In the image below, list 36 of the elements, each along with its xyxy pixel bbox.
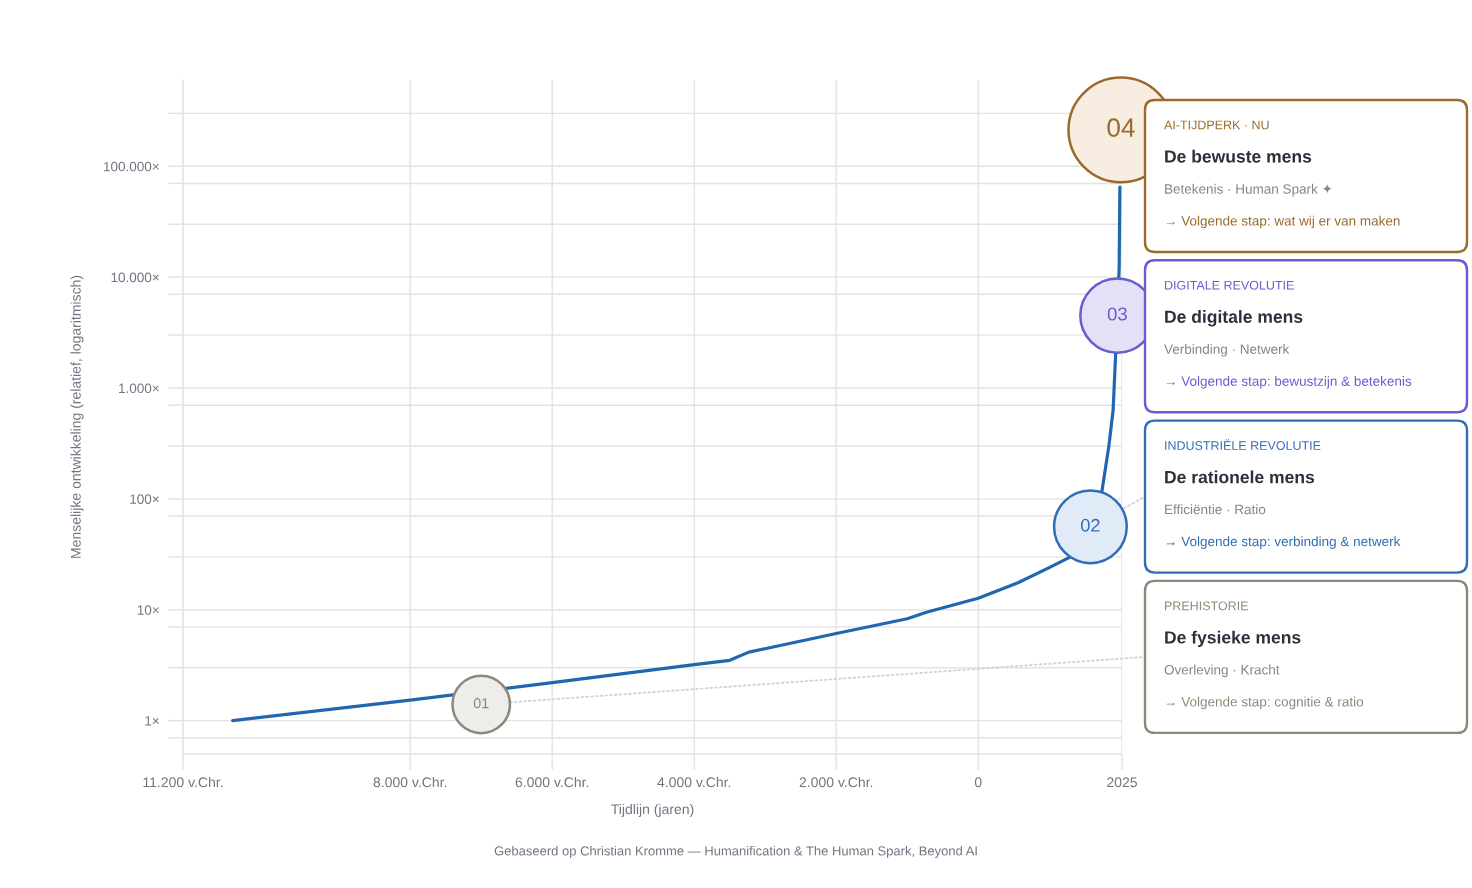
text: Overleving · Kracht (1164, 664, 1280, 678)
text: DIGITALE REVOLUTIE (1165, 280, 1294, 290)
text: AI-TIJDPERK · NU (1164, 120, 1269, 130)
x-tick-label: 6.000 v.Chr. (515, 776, 589, 788)
x-axis-title: Tijdlijn (jaren) (611, 803, 694, 817)
y-tick-label: 1× (145, 716, 159, 726)
text: INDUSTRIËLE REVOLUTIE (1165, 439, 1321, 450)
x-tick-label: 2025 (1107, 777, 1137, 788)
text: → Volgende stap: verbinding & netwerk (1166, 536, 1401, 549)
y-axis-title: Menselijke ontwikkeling (relatief, logaritmisch) (70, 275, 84, 558)
text: De rationele mens (1165, 470, 1315, 484)
text: De digitale mens (1165, 310, 1303, 327)
y-tick-label: 10× (137, 605, 159, 615)
text: Betekenis · Human Spark ✦ (1165, 183, 1333, 197)
x-tick-label: 2.000 v.Chr. (799, 776, 873, 788)
text: De bewuste mens (1165, 149, 1312, 163)
text: De fysieke mens (1165, 630, 1301, 648)
text: → Volgende stap: bewustzijn & betekenis (1166, 376, 1412, 389)
text: → Volgende stap: wat wij er van maken (1166, 215, 1400, 229)
x-tick-label: 8.000 v.Chr. (373, 776, 447, 788)
text: → Volgende stap: cognitie & ratio (1166, 696, 1364, 710)
annotation: 02 (1081, 518, 1100, 532)
text: Verbinding · Netwerk (1164, 344, 1290, 357)
y-tick-label: 10.000× (111, 272, 159, 283)
y-tick-label: 1.000× (119, 383, 159, 394)
x-tick-label: 11.200 v.Chr. (143, 776, 223, 788)
annotation: 04 (1107, 118, 1135, 137)
annotation: 03 (1107, 307, 1127, 321)
y-tick-label: 100.000× (104, 161, 159, 172)
text: Gebaseerd op Christian Kromme — Humanification & The Human Spark, Beyond AI (494, 845, 977, 859)
text: Efficiëntie · Ratio (1165, 504, 1266, 515)
annotation: 01 (473, 698, 489, 709)
x-tick-label: 4.000 v.Chr. (657, 776, 731, 788)
text: PREHISTORIE (1165, 601, 1248, 611)
y-tick-label: 100× (130, 494, 159, 504)
x-tick-label: 0 (974, 777, 982, 788)
